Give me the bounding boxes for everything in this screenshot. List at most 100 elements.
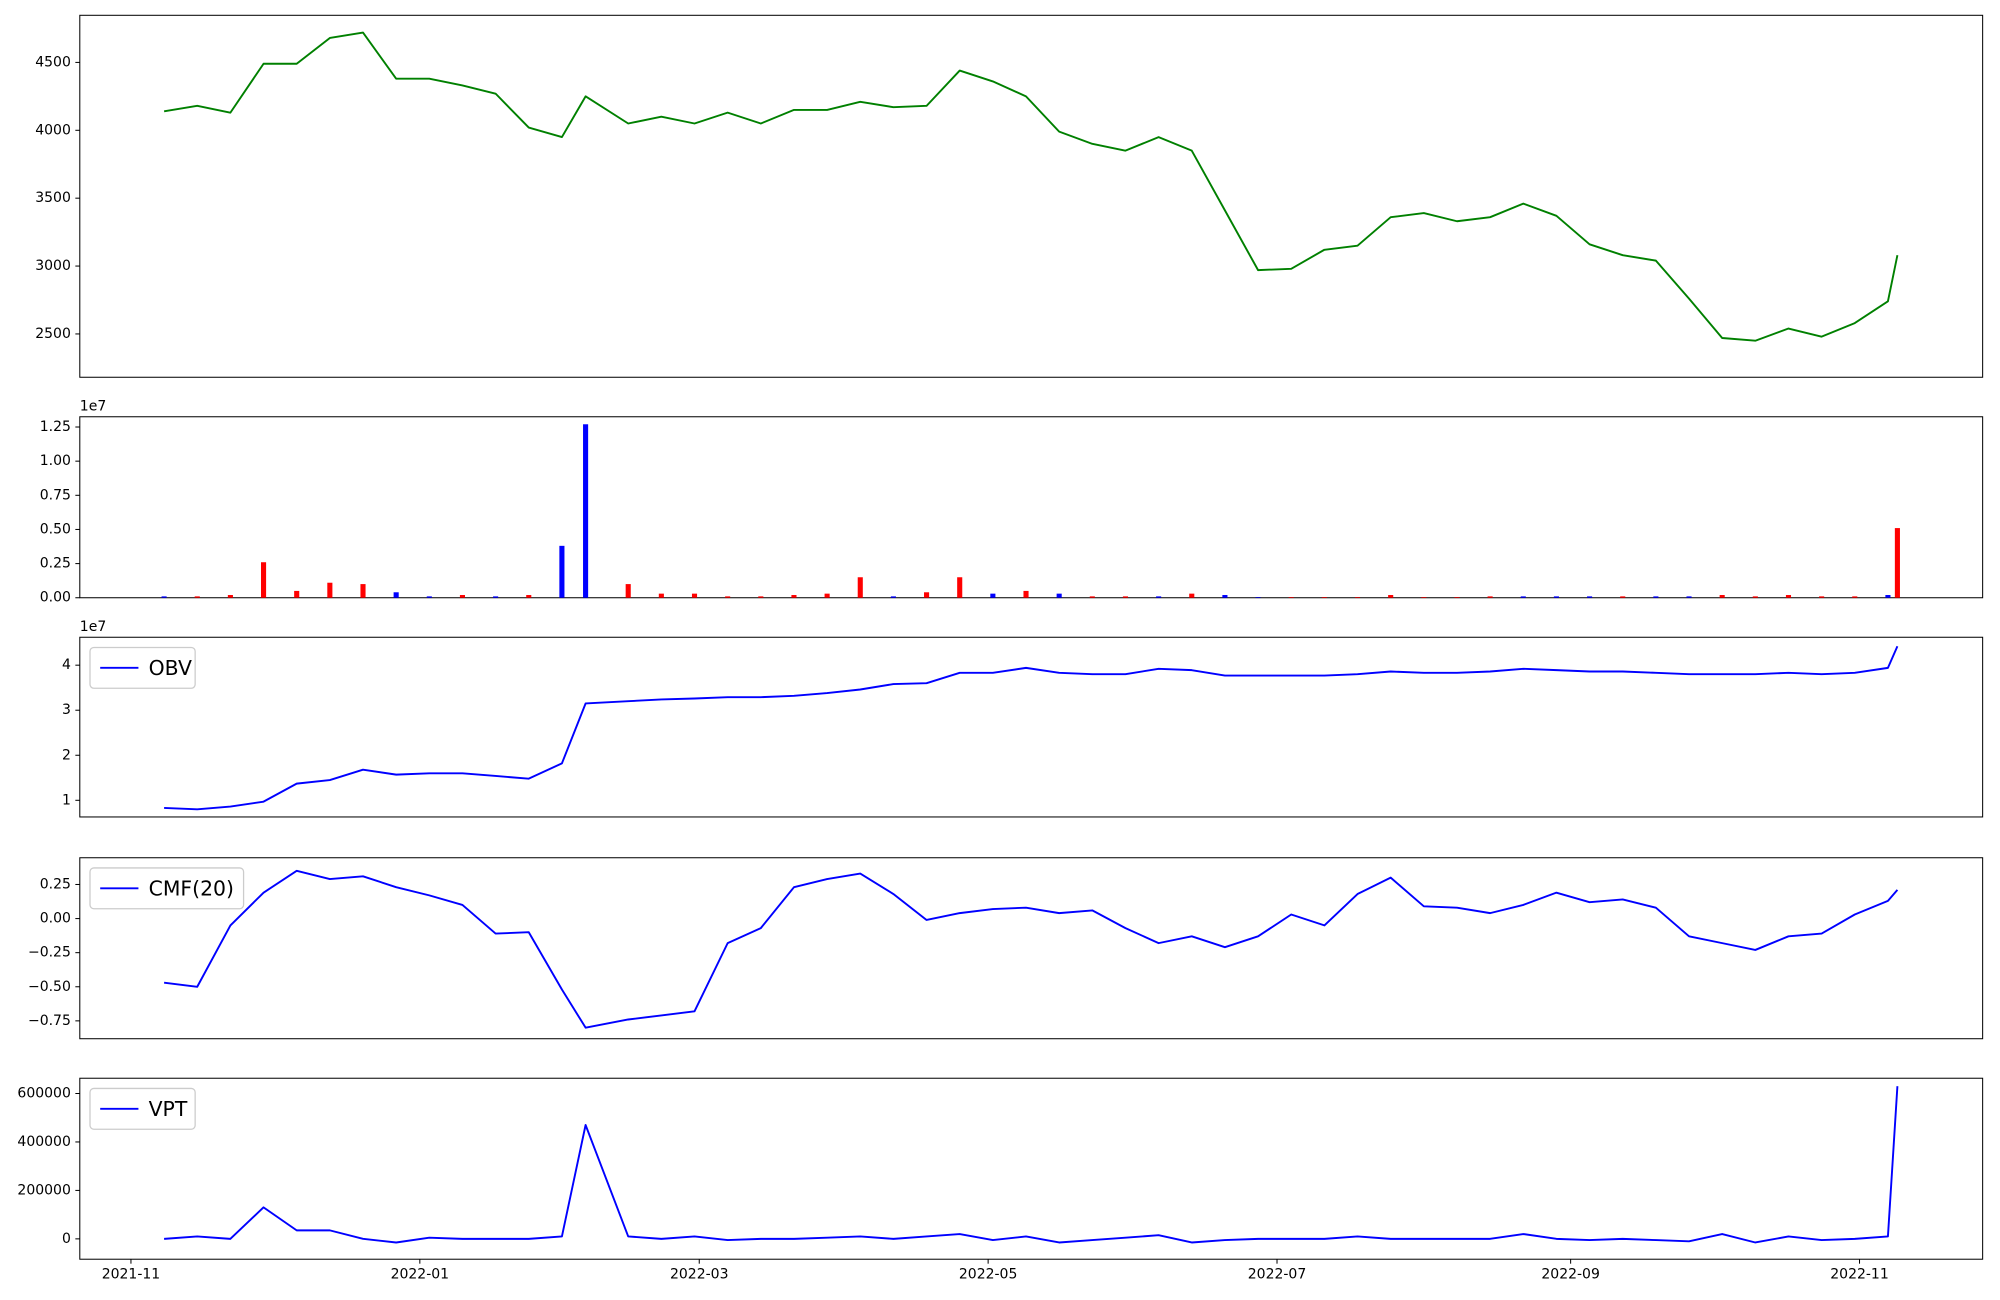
bar xyxy=(360,584,366,598)
bar xyxy=(758,596,764,598)
offset-text: 1e7 xyxy=(80,619,106,635)
bar xyxy=(327,582,333,598)
bar xyxy=(1520,596,1526,598)
bar xyxy=(426,596,432,598)
legend: OBV xyxy=(89,646,196,689)
panel: −0.75 −0.50 −0.25 0.00 0.25 CMF(20) xyxy=(28,857,1984,1040)
line xyxy=(163,869,1899,1029)
y-tick-label: 0.00 xyxy=(40,590,71,606)
y-tick-label: 200000 xyxy=(17,1182,70,1198)
x-tick-label: 2022-11 xyxy=(1830,1267,1889,1283)
x-tick-label: 2022-05 xyxy=(959,1267,1018,1283)
bar xyxy=(857,577,863,598)
bar xyxy=(691,593,698,598)
legend-box xyxy=(89,867,245,910)
offset-text: 1e7 xyxy=(80,399,106,415)
legend-label: OBV xyxy=(149,656,192,680)
panel: 0.00 0.25 0.50 0.75 1.00 1.25 1e7 xyxy=(40,399,1984,606)
bar xyxy=(1686,596,1692,598)
bar xyxy=(725,596,731,598)
y-tick-label: −0.25 xyxy=(28,945,71,961)
y-tick-label: 2 xyxy=(62,747,71,763)
bar xyxy=(791,595,797,598)
x-tick-label: 2022-01 xyxy=(391,1267,450,1283)
bar xyxy=(227,595,233,598)
bar xyxy=(1852,596,1858,598)
axes-frame xyxy=(79,416,1984,599)
axes-frame xyxy=(79,1077,1984,1260)
bar xyxy=(526,595,532,598)
bar xyxy=(1089,596,1095,598)
x-tick-label: 2022-09 xyxy=(1541,1267,1600,1283)
bar xyxy=(1388,595,1394,598)
y-tick-label: 3000 xyxy=(35,258,71,274)
bar xyxy=(1156,596,1162,598)
bar xyxy=(1288,597,1294,598)
y-tick-label: 1 xyxy=(62,792,71,808)
bar xyxy=(890,596,896,598)
bar xyxy=(824,593,830,598)
legend-label: CMF(20) xyxy=(149,877,234,901)
bar xyxy=(459,595,466,598)
line xyxy=(164,645,1899,811)
y-tick-label: 1.25 xyxy=(40,419,71,435)
legend: CMF(20) xyxy=(89,867,245,910)
y-tick-label: 0.50 xyxy=(40,521,71,537)
bar xyxy=(1122,596,1129,598)
bar xyxy=(559,545,565,598)
x-tick-label: 2022-07 xyxy=(1248,1267,1307,1283)
bar xyxy=(294,590,300,598)
bar xyxy=(1255,597,1261,598)
y-tick-label: 4000 xyxy=(35,122,71,138)
bar xyxy=(1454,597,1460,598)
bar xyxy=(161,596,167,598)
y-tick-label: 0.25 xyxy=(40,876,71,892)
y-tick-label: 600000 xyxy=(17,1085,70,1101)
axes-frame xyxy=(79,636,1984,818)
y-tick-label: 2500 xyxy=(35,326,71,342)
y-tick-label: 3500 xyxy=(35,190,71,206)
y-tick-label: −0.75 xyxy=(28,1013,71,1029)
y-tick-label: −0.50 xyxy=(28,979,71,995)
bar xyxy=(625,584,631,598)
bar xyxy=(957,577,963,598)
bar xyxy=(1885,595,1891,598)
y-tick-label: 0.75 xyxy=(40,487,71,503)
bar xyxy=(1785,595,1792,598)
y-tick-label: 4500 xyxy=(35,54,71,70)
bar xyxy=(1587,596,1593,598)
legend-label: VPT xyxy=(149,1097,188,1121)
axes-frame xyxy=(79,14,1984,378)
y-tick-label: 3 xyxy=(62,702,71,718)
bar xyxy=(990,593,996,598)
bar xyxy=(583,424,589,598)
line xyxy=(164,1086,1899,1244)
y-tick-label: 400000 xyxy=(17,1134,70,1150)
y-tick-label: 0.00 xyxy=(40,911,71,927)
x-tick-label: 2021-11 xyxy=(102,1267,161,1283)
bar xyxy=(1023,590,1029,598)
bar xyxy=(393,592,399,598)
bar xyxy=(1056,593,1062,598)
bar xyxy=(658,593,664,598)
bar xyxy=(924,592,930,598)
legend: VPT xyxy=(89,1087,196,1130)
x-tick-label: 2022-03 xyxy=(670,1267,729,1283)
bar xyxy=(1189,593,1195,598)
bar xyxy=(1222,595,1228,598)
bar xyxy=(1321,597,1327,598)
bar xyxy=(493,596,499,598)
legend-box xyxy=(89,1087,196,1130)
y-tick-label: 1.00 xyxy=(40,453,71,469)
line xyxy=(163,31,1899,342)
axes-frame xyxy=(79,857,1984,1040)
y-tick-label: 4 xyxy=(62,657,71,673)
panel: 2500 3000 3500 4000 4500 xyxy=(35,14,1984,378)
bar xyxy=(1894,528,1900,598)
y-tick-label: 0.25 xyxy=(40,556,71,572)
legend-box xyxy=(89,646,196,689)
bar xyxy=(1487,596,1493,598)
bar xyxy=(1354,597,1361,598)
bar xyxy=(1653,596,1659,598)
